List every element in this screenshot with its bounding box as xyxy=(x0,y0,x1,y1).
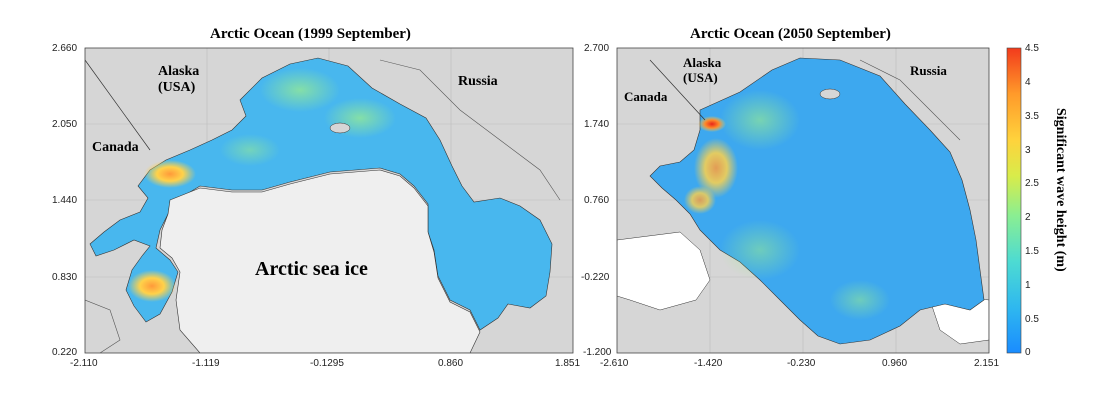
left-y-tick: 1.440 xyxy=(52,195,78,206)
label-usa: (USA) xyxy=(158,80,196,95)
colorbar-tick: 0.5 xyxy=(1025,314,1039,325)
colorbar-tick: 1 xyxy=(1025,280,1031,291)
colorbar-tick: 2.5 xyxy=(1025,178,1039,189)
left-x-tick: -2.110 xyxy=(70,358,98,369)
right-map xyxy=(617,48,989,353)
colorbar-tick: 0 xyxy=(1025,347,1031,358)
colorbar-tick: 3 xyxy=(1025,145,1031,156)
left-y-tick: 2.050 xyxy=(52,119,78,130)
left-x-tick: -1.119 xyxy=(192,358,220,369)
left-panel-title: Arctic Ocean (1999 September) xyxy=(210,26,411,42)
label-usa: (USA) xyxy=(683,70,718,85)
right-y-tick: 2.700 xyxy=(584,43,610,54)
label-arctic-sea-ice: Arctic sea ice xyxy=(255,258,368,280)
right-y-tick: -0.220 xyxy=(581,272,610,283)
hotspot-beaufort xyxy=(144,160,196,188)
left-sea-ice xyxy=(159,169,481,353)
label-russia: Russia xyxy=(458,74,498,89)
right-y-tick: 0.760 xyxy=(584,195,610,206)
colorbar-tick: 2 xyxy=(1025,212,1031,223)
left-x-tick: -0.1295 xyxy=(310,358,344,369)
colorbar-tick: 3.5 xyxy=(1025,111,1039,122)
right-y-tick: 1.740 xyxy=(584,119,610,130)
left-frame xyxy=(84,47,574,354)
colorbar-tick: 4 xyxy=(1025,77,1031,88)
colorbar-tick: 1.5 xyxy=(1025,246,1039,257)
colorbar-tick: 4.5 xyxy=(1025,43,1039,54)
right-boundary-line xyxy=(649,59,706,121)
label-canada: Canada xyxy=(624,89,668,104)
right-x-tick: -0.230 xyxy=(787,358,816,369)
left-map xyxy=(85,48,573,353)
left-ocean xyxy=(89,57,553,331)
label-alaska: Alaska xyxy=(158,64,200,79)
right-x-tick: 0.960 xyxy=(882,358,908,369)
left-y-tick: 0.830 xyxy=(52,272,78,283)
right-y-tick: -1.200 xyxy=(583,347,612,358)
left-boundary-line xyxy=(85,59,151,151)
hotspot-hudson xyxy=(128,270,176,302)
left-x-tick: 0.860 xyxy=(438,358,464,369)
label-russia: Russia xyxy=(910,63,947,78)
colorbar xyxy=(1006,47,1022,354)
label-canada: Canada xyxy=(92,140,139,155)
right-x-tick: -1.420 xyxy=(694,358,723,369)
label-alaska: Alaska xyxy=(683,55,722,70)
right-frame xyxy=(616,47,990,354)
right-x-tick: 2.151 xyxy=(974,358,1000,369)
left-x-tick: 1.851 xyxy=(555,358,581,369)
left-y-tick: 2.660 xyxy=(52,43,78,54)
left-y-tick: 0.220 xyxy=(52,347,78,358)
colorbar-title: Significant wave height (m) xyxy=(1053,108,1068,272)
right-x-tick: -2.610 xyxy=(600,358,629,369)
right-panel-title: Arctic Ocean (2050 September) xyxy=(690,26,891,42)
